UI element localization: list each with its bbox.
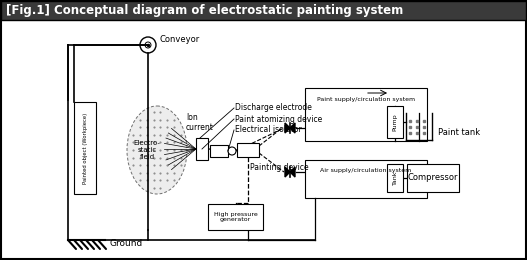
Bar <box>387 164 403 192</box>
Bar <box>210 145 228 157</box>
Bar <box>196 138 208 160</box>
Text: Painted object (Workpiece): Painted object (Workpiece) <box>83 112 87 184</box>
Bar <box>387 106 403 138</box>
Bar <box>1 1 526 20</box>
Text: Tank: Tank <box>393 171 397 185</box>
Text: Air supply/circulation system: Air supply/circulation system <box>320 168 412 173</box>
Polygon shape <box>285 167 290 177</box>
Text: Electro-
static
field: Electro- static field <box>133 140 160 160</box>
Text: Painting device: Painting device <box>250 163 309 172</box>
Bar <box>237 143 259 157</box>
Text: Ground: Ground <box>110 239 143 249</box>
Text: Discharge electrode: Discharge electrode <box>235 103 312 113</box>
Text: Compressor: Compressor <box>408 173 458 183</box>
Text: Paint tank: Paint tank <box>438 128 480 137</box>
Bar <box>305 88 427 141</box>
Polygon shape <box>290 167 295 177</box>
Text: Conveyor: Conveyor <box>159 35 199 43</box>
Bar <box>305 160 427 198</box>
Text: [Fig.1] Conceptual diagram of electrostatic painting system: [Fig.1] Conceptual diagram of electrosta… <box>6 4 403 17</box>
Text: Paint atomizing device: Paint atomizing device <box>235 114 322 124</box>
Text: Ion
current: Ion current <box>186 113 214 132</box>
Polygon shape <box>285 123 290 133</box>
Text: Paint supply/circulation system: Paint supply/circulation system <box>317 97 415 102</box>
Text: High pressure
generator: High pressure generator <box>213 212 257 222</box>
Ellipse shape <box>127 106 187 194</box>
Polygon shape <box>290 123 295 133</box>
Bar <box>74 102 96 194</box>
Bar <box>208 204 263 230</box>
Bar <box>407 164 459 192</box>
Text: Pump: Pump <box>393 113 397 131</box>
Text: Electrical isolator: Electrical isolator <box>235 126 302 134</box>
Circle shape <box>228 147 236 155</box>
